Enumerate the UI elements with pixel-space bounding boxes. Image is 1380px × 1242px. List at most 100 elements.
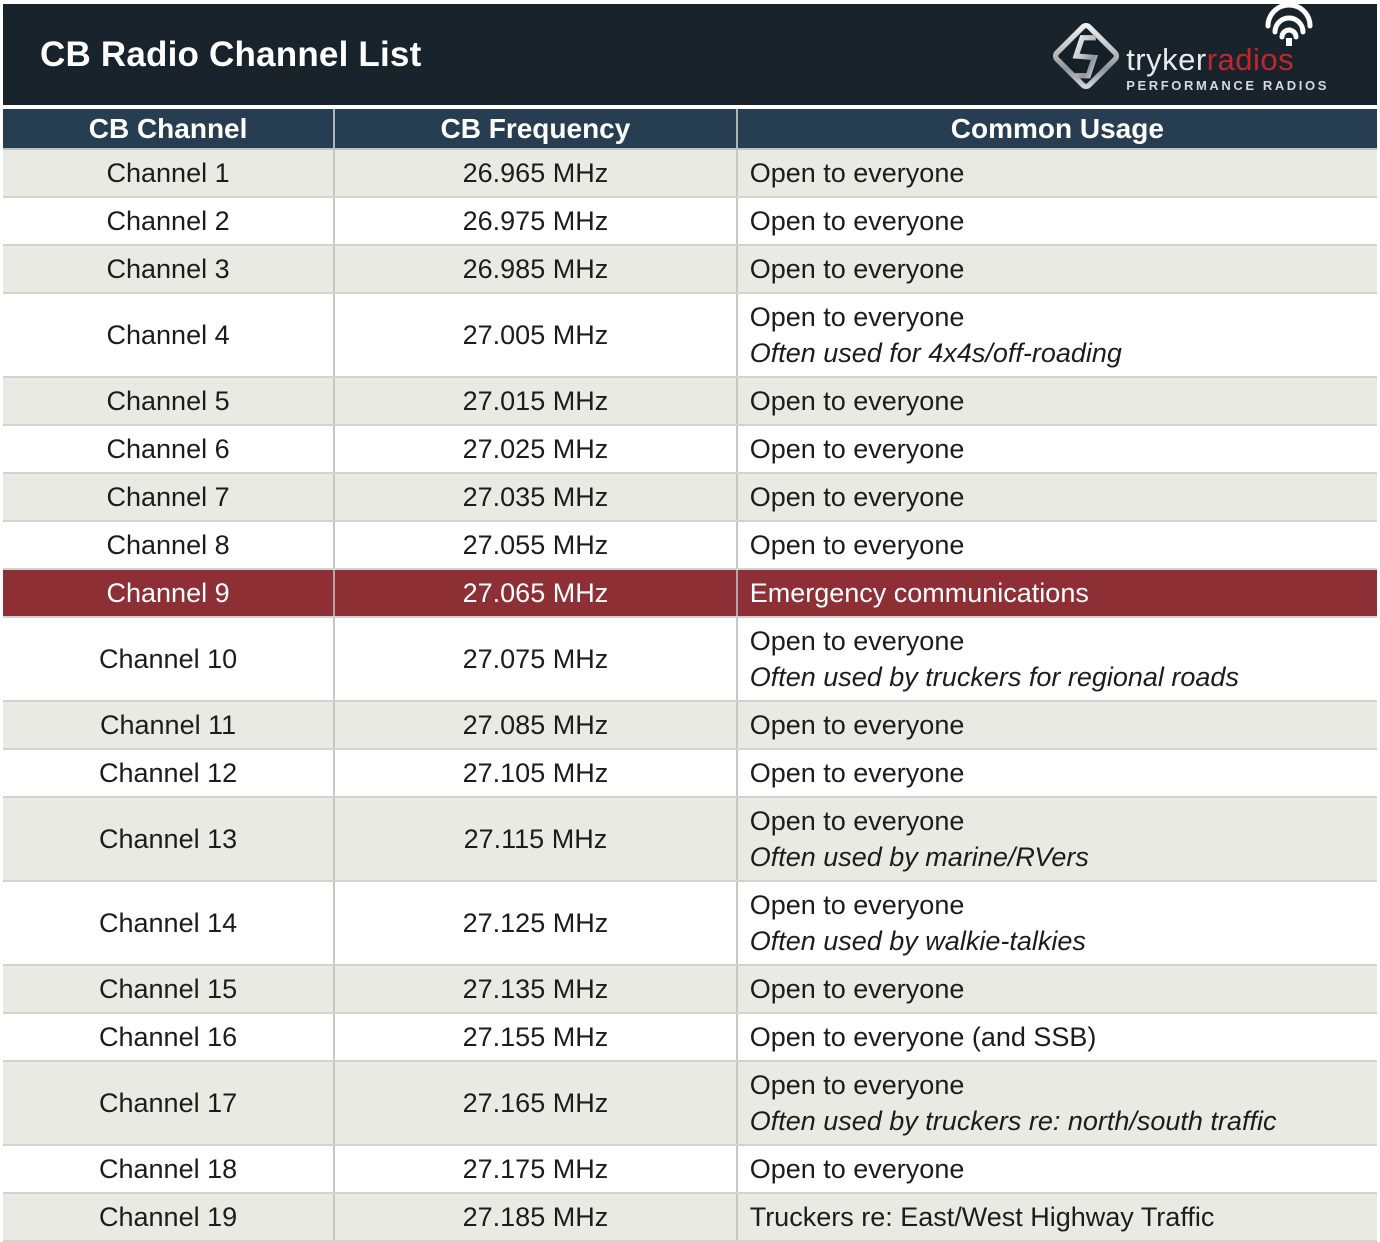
frequency-cell: 27.015 MHz — [333, 377, 737, 426]
channel-cell: Channel 7 — [3, 473, 335, 522]
table-row: Channel 15 27.135 MHz Open to everyone — [3, 965, 1377, 1014]
frequency-cell: 27.105 MHz — [333, 749, 737, 798]
usage-cell: Open to everyone — [735, 1145, 1377, 1194]
frequency-cell: 27.085 MHz — [333, 701, 737, 750]
usage-cell: Open to everyone Often used by truckers f… — [735, 617, 1377, 702]
frequency-cell: 27.135 MHz — [333, 965, 737, 1014]
frequency-cell: 26.985 MHz — [333, 245, 737, 294]
frequency-cell: 27.155 MHz — [333, 1013, 737, 1062]
table-row: Channel 3 26.985 MHz Open to everyone — [3, 245, 1377, 294]
cb-channel-table: CB Channel CB Frequency Common Usage Cha… — [3, 109, 1377, 1242]
stryker-radios-logo: trykerradios PERFORMANCE RADIOS — [1048, 3, 1329, 96]
usage-text: Open to everyone — [749, 890, 965, 920]
usage-cell: Open to everyone — [735, 473, 1377, 522]
usage-cell: Open to everyone Often used by truckers r… — [735, 1061, 1377, 1146]
usage-cell: Open to everyone — [735, 377, 1377, 426]
column-header-cb-frequency: CB Frequency — [333, 109, 737, 150]
column-header-common-usage: Common Usage — [735, 109, 1377, 150]
usage-text: Open to everyone — [749, 482, 965, 512]
usage-text: Open to everyone — [749, 386, 965, 416]
brand-name: trykerradios — [1126, 44, 1329, 75]
usage-text: Open to everyone (and SSB) — [749, 1022, 1097, 1052]
frequency-cell: 27.065 MHz — [333, 569, 737, 618]
usage-cell: Open to everyone — [735, 521, 1377, 570]
table-row: Channel 7 27.035 MHz Open to everyone — [3, 473, 1377, 522]
usage-text: Open to everyone — [749, 302, 965, 332]
brand-tagline: PERFORMANCE RADIOS — [1126, 77, 1329, 93]
table-row: Channel 12 27.105 MHz Open to everyone — [3, 749, 1377, 798]
table-row: Channel 18 27.175 MHz Open to everyone — [3, 1145, 1377, 1194]
channel-cell: Channel 13 — [3, 797, 335, 882]
table-row: Channel 14 27.125 MHz Open to everyone Ofte… — [3, 881, 1377, 966]
usage-cell: Open to everyone (and SSB) — [735, 1013, 1377, 1062]
usage-note: Often used for 4x4s/off-roading — [749, 338, 1122, 368]
frequency-cell: 26.965 MHz — [333, 149, 737, 198]
channel-cell: Channel 14 — [3, 881, 335, 966]
usage-cell: Open to everyone — [735, 965, 1377, 1014]
table-row: Channel 4 27.005 MHz Open to everyone Often… — [3, 293, 1377, 378]
table-body: Channel 1 26.965 MHz Open to everyone Chann… — [3, 149, 1377, 1242]
usage-cell: Open to everyone — [735, 425, 1377, 474]
usage-cell: Open to everyone — [735, 197, 1377, 246]
channel-cell: Channel 17 — [3, 1061, 335, 1146]
channel-cell: Channel 16 — [3, 1013, 335, 1062]
table-row: Channel 5 27.015 MHz Open to everyone — [3, 377, 1377, 426]
broadcast-waves-icon — [1265, 3, 1313, 46]
usage-cell: Open to everyone — [735, 245, 1377, 294]
channel-cell: Channel 12 — [3, 749, 335, 798]
usage-text: Open to everyone — [749, 434, 965, 464]
frequency-cell: 27.175 MHz — [333, 1145, 737, 1194]
usage-text: Open to everyone — [749, 206, 965, 236]
table-row: Channel 1 26.965 MHz Open to everyone — [3, 149, 1377, 198]
frequency-cell: 27.075 MHz — [333, 617, 737, 702]
channel-cell: Channel 3 — [3, 245, 335, 294]
usage-text: Open to everyone — [749, 710, 965, 740]
page-title: CB Radio Channel List — [40, 34, 422, 74]
table-row: Channel 11 27.085 MHz Open to everyone — [3, 701, 1377, 750]
frequency-cell: 27.035 MHz — [333, 473, 737, 522]
channel-cell: Channel 10 — [3, 617, 335, 702]
channel-cell: Channel 5 — [3, 377, 335, 426]
channel-cell: Channel 4 — [3, 293, 335, 378]
stryker-diamond-logo-icon — [1053, 22, 1120, 90]
usage-text: Open to everyone — [749, 758, 965, 788]
frequency-cell: 27.115 MHz — [333, 797, 737, 882]
table-header: CB Channel CB Frequency Common Usage — [3, 109, 1377, 150]
usage-cell: Open to everyone — [735, 149, 1377, 198]
usage-cell: Truckers re: East/West Highway Traffic — [735, 1193, 1377, 1242]
channel-cell: Channel 19 — [3, 1193, 335, 1242]
usage-cell: Open to everyone Often used by marine/RVe… — [735, 797, 1377, 882]
table-row: Channel 17 27.165 MHz Open to everyone Ofte… — [3, 1061, 1377, 1146]
usage-text: Open to everyone — [749, 530, 965, 560]
brand-name-first: tryker — [1126, 41, 1207, 77]
usage-cell: Open to everyone Often used by walkie-tal… — [735, 881, 1377, 966]
table-row: Channel 2 26.975 MHz Open to everyone — [3, 197, 1377, 246]
channel-cell: Channel 8 — [3, 521, 335, 570]
table-row: Channel 13 27.115 MHz Open to everyone Ofte… — [3, 797, 1377, 882]
column-header-cb-channel: CB Channel — [3, 109, 335, 150]
channel-cell: Channel 9 — [3, 569, 335, 618]
channel-cell: Channel 15 — [3, 965, 335, 1014]
usage-cell: Open to everyone Often used for 4x4s/off-… — [735, 293, 1377, 378]
usage-note: Often used by walkie-talkies — [749, 926, 1086, 956]
channel-cell: Channel 1 — [3, 149, 335, 198]
frequency-cell: 27.025 MHz — [333, 425, 737, 474]
usage-text: Emergency communications — [749, 578, 1089, 608]
frequency-cell: 27.005 MHz — [333, 293, 737, 378]
usage-cell: Emergency communications — [735, 569, 1377, 618]
table-row: Channel 16 27.155 MHz Open to everyone (an… — [3, 1013, 1377, 1062]
logo-text-block: trykerradios PERFORMANCE RADIOS — [1126, 3, 1329, 93]
table-row: Channel 6 27.025 MHz Open to everyone — [3, 425, 1377, 474]
title-bar: CB Radio Channel List — [3, 3, 1377, 105]
frequency-cell: 27.055 MHz — [333, 521, 737, 570]
usage-cell: Open to everyone — [735, 701, 1377, 750]
usage-note: Often used by truckers re: north/south t… — [749, 1106, 1277, 1136]
usage-cell: Open to everyone — [735, 749, 1377, 798]
brand-name-second: radios — [1206, 41, 1295, 77]
table-row: Channel 19 27.185 MHz Truckers re: East/We… — [3, 1193, 1377, 1242]
usage-text: Truckers re: East/West Highway Traffic — [749, 1202, 1215, 1232]
channel-cell: Channel 6 — [3, 425, 335, 474]
usage-text: Open to everyone — [749, 626, 965, 656]
frequency-cell: 27.165 MHz — [333, 1061, 737, 1146]
